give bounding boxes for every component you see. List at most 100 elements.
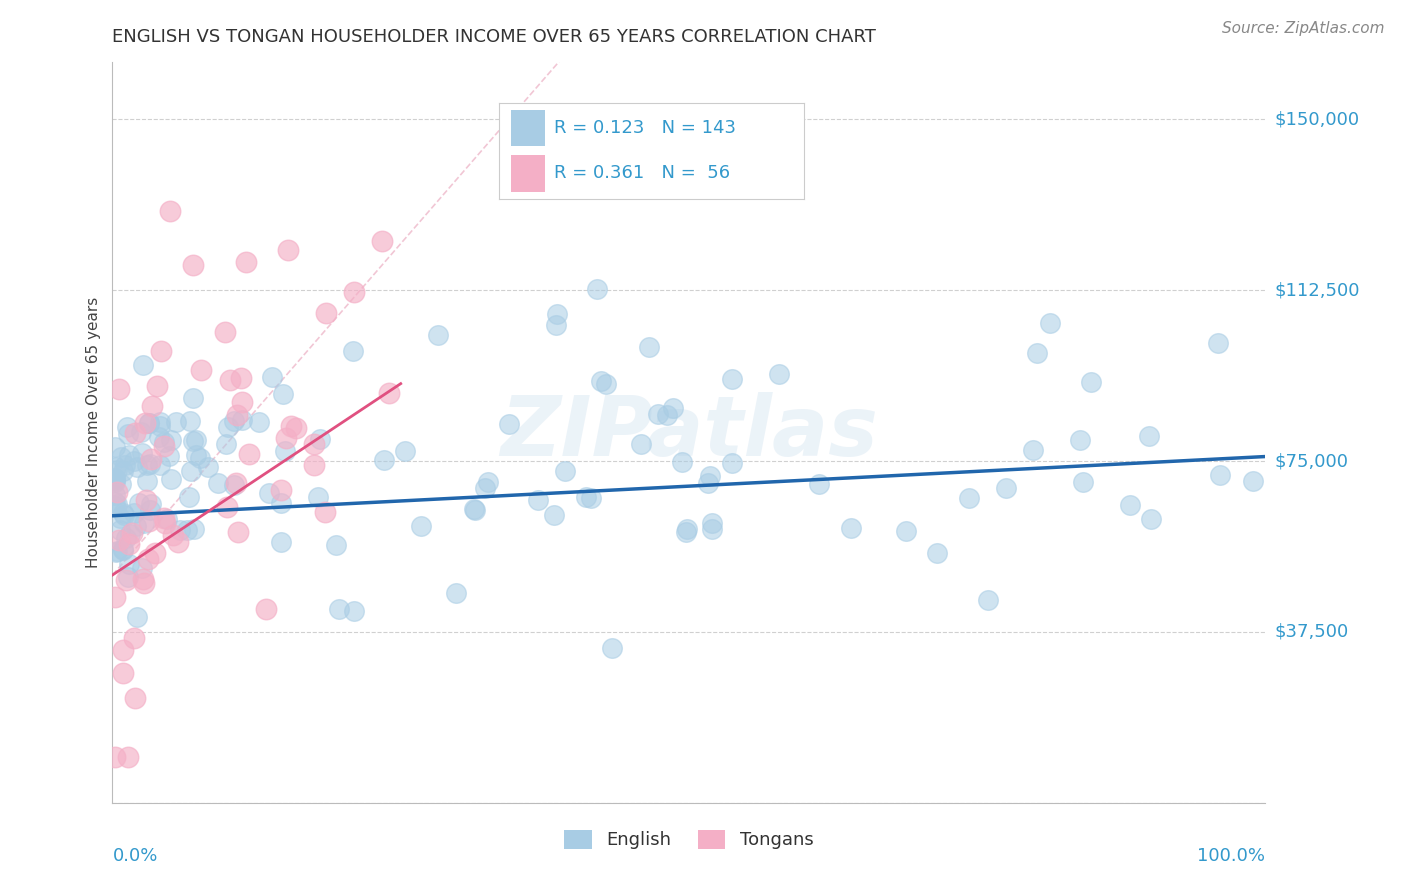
Point: [925, 545, 948, 559]
Point: [575, 490, 598, 504]
Point: [105, 543, 128, 558]
Point: [657, 408, 679, 422]
Point: [238, 447, 260, 461]
Point: [135, 458, 157, 473]
Point: [110, 477, 132, 491]
Point: [131, 446, 153, 460]
Point: [302, 458, 325, 472]
Point: [1208, 467, 1230, 482]
Point: [546, 318, 568, 332]
Point: [307, 490, 329, 504]
Point: [215, 436, 238, 450]
Point: [231, 395, 253, 409]
Point: [271, 387, 294, 401]
Point: [111, 643, 134, 657]
Point: [104, 440, 127, 454]
Point: [841, 520, 863, 534]
Point: [343, 285, 366, 299]
Point: [1039, 316, 1062, 330]
Point: [135, 474, 157, 488]
Point: [373, 453, 395, 467]
Point: [671, 455, 693, 469]
Point: [1118, 498, 1140, 512]
Point: [315, 306, 337, 320]
Point: [342, 344, 364, 359]
Point: [153, 435, 176, 450]
Point: [139, 457, 162, 471]
Point: [808, 476, 831, 491]
Point: [117, 570, 139, 584]
Point: [104, 471, 127, 485]
Text: $150,000: $150,000: [1275, 111, 1360, 128]
Point: [105, 497, 128, 511]
Point: [477, 475, 499, 489]
Point: [110, 450, 132, 465]
Point: [224, 478, 246, 492]
Point: [1206, 336, 1229, 351]
Point: [197, 459, 219, 474]
Point: [325, 538, 347, 552]
Point: [553, 464, 575, 478]
Point: [138, 503, 160, 517]
Point: [186, 448, 208, 462]
Point: [162, 528, 184, 542]
Point: [149, 419, 172, 434]
Point: [600, 641, 623, 656]
Point: [159, 203, 181, 218]
Point: [121, 525, 143, 540]
Point: [226, 525, 249, 540]
Point: [217, 420, 239, 434]
Point: [977, 593, 1000, 607]
Point: [181, 258, 204, 272]
Point: [149, 415, 172, 429]
Point: [1137, 429, 1160, 443]
Point: [231, 413, 253, 427]
Point: [183, 523, 205, 537]
Point: [699, 469, 721, 483]
Point: [721, 456, 744, 470]
Point: [181, 434, 204, 448]
Text: $37,500: $37,500: [1275, 623, 1348, 641]
Point: [1025, 346, 1047, 360]
Point: [394, 444, 416, 458]
Point: [153, 439, 176, 453]
Point: [661, 401, 683, 416]
Point: [132, 516, 155, 531]
Point: [463, 502, 485, 516]
Point: [280, 419, 302, 434]
Point: [125, 610, 148, 624]
Point: [474, 481, 496, 495]
Point: [153, 511, 176, 525]
Text: ZIPatlas: ZIPatlas: [501, 392, 877, 473]
Point: [184, 433, 207, 447]
Text: $112,500: $112,500: [1275, 281, 1360, 299]
Point: [112, 508, 135, 523]
Point: [166, 534, 188, 549]
Point: [104, 494, 127, 508]
Point: [595, 377, 617, 392]
Point: [343, 604, 366, 618]
Point: [138, 417, 160, 431]
Point: [589, 374, 612, 388]
Point: [112, 666, 135, 681]
Point: [1022, 443, 1045, 458]
Point: [176, 523, 198, 537]
Point: [284, 420, 307, 434]
Point: [149, 344, 172, 359]
Point: [122, 631, 145, 645]
Point: [257, 485, 280, 500]
Point: [118, 448, 141, 462]
Point: [108, 511, 131, 525]
Point: [217, 500, 239, 514]
Point: [112, 542, 135, 557]
Point: [104, 750, 127, 764]
Point: [247, 415, 270, 429]
Point: [1071, 475, 1094, 489]
Legend: English, Tongans: English, Tongans: [557, 823, 821, 856]
Point: [378, 386, 401, 401]
Point: [181, 391, 204, 405]
Point: [105, 545, 128, 559]
Point: [696, 475, 718, 490]
Text: $75,000: $75,000: [1275, 452, 1348, 470]
Point: [104, 499, 127, 513]
